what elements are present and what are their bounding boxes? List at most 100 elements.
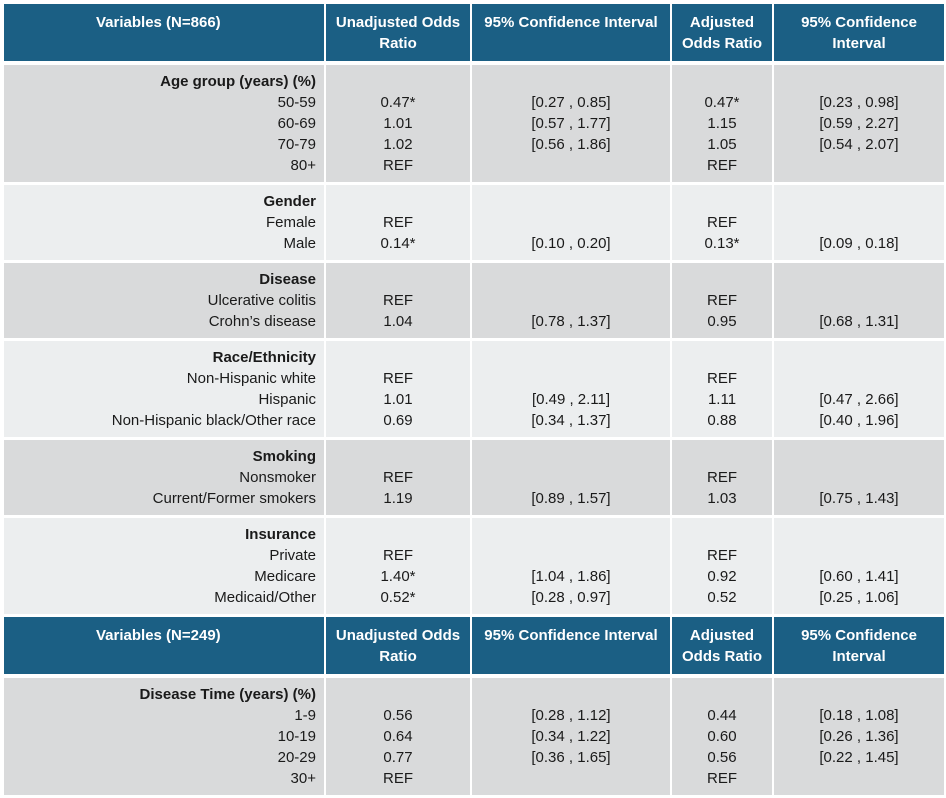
header-ci-adjusted: 95% Confidence Interval (774, 617, 944, 678)
variable-group: Age group (years) (%) 50-59 0.47* [0.27 , 0… (4, 65, 944, 185)
unadjusted-odds-ratio: REF (326, 467, 472, 488)
group-title: Gender (4, 185, 326, 212)
adjusted-odds-ratio: REF (672, 290, 774, 311)
empty-cell (672, 185, 774, 212)
ci-unadjusted (472, 768, 672, 798)
header-variables: Variables (N=249) (4, 617, 326, 678)
unadjusted-odds-ratio: 0.52* (326, 587, 472, 617)
empty-cell (326, 263, 472, 290)
empty-cell (672, 440, 774, 467)
ci-adjusted (774, 545, 944, 566)
unadjusted-odds-ratio: 1.01 (326, 389, 472, 410)
group-title-row: Insurance (4, 518, 944, 545)
table-row: 1-9 0.56 [0.28 , 1.12] 0.44 [0.18 , 1.08] (4, 705, 944, 726)
adjusted-odds-ratio: REF (672, 155, 774, 185)
unadjusted-odds-ratio: REF (326, 545, 472, 566)
header-unadjusted-or: Unadjusted Odds Ratio (326, 4, 472, 65)
ci-unadjusted (472, 155, 672, 185)
table-row: Nonsmoker REF REF (4, 467, 944, 488)
empty-cell (672, 678, 774, 705)
ci-adjusted: [0.59 , 2.27] (774, 113, 944, 134)
adjusted-odds-ratio: 0.44 (672, 705, 774, 726)
ci-unadjusted (472, 290, 672, 311)
empty-cell (472, 65, 672, 92)
adjusted-odds-ratio: 1.05 (672, 134, 774, 155)
ci-adjusted: [0.75 , 1.43] (774, 488, 944, 518)
table-row: Private REF REF (4, 545, 944, 566)
group-title: Age group (years) (%) (4, 65, 326, 92)
adjusted-odds-ratio: REF (672, 545, 774, 566)
row-label: Non-Hispanic black/Other race (4, 410, 326, 440)
variable-group: Disease Time (years) (%) 1-9 0.56 [0.28 , 1… (4, 678, 944, 798)
group-title-row: Age group (years) (%) (4, 65, 944, 92)
row-label: 70-79 (4, 134, 326, 155)
group-title-row: Smoking (4, 440, 944, 467)
ci-adjusted: [0.68 , 1.31] (774, 311, 944, 341)
unadjusted-odds-ratio: 1.04 (326, 311, 472, 341)
ci-adjusted (774, 212, 944, 233)
group-title: Disease (4, 263, 326, 290)
variable-group: Gender Female REF REF Male 0.14* [0.10 , 0.20]… (4, 185, 944, 263)
ci-unadjusted: [0.56 , 1.86] (472, 134, 672, 155)
adjusted-odds-ratio: REF (672, 467, 774, 488)
group-title: Smoking (4, 440, 326, 467)
row-label: 60-69 (4, 113, 326, 134)
row-label: Non-Hispanic white (4, 368, 326, 389)
empty-cell (774, 65, 944, 92)
header-ci-unadjusted: 95% Confidence Interval (472, 4, 672, 65)
table-row: Ulcerative colitis REF REF (4, 290, 944, 311)
empty-cell (672, 65, 774, 92)
empty-cell (472, 185, 672, 212)
ci-adjusted (774, 290, 944, 311)
ci-unadjusted (472, 368, 672, 389)
table-row: 70-79 1.02 [0.56 , 1.86] 1.05 [0.54 , 2.07] (4, 134, 944, 155)
unadjusted-odds-ratio: 0.64 (326, 726, 472, 747)
table-header: Variables (N=249) Unadjusted Odds Ratio … (4, 617, 944, 678)
table-row: 50-59 0.47* [0.27 , 0.85] 0.47* [0.23 , 0.98… (4, 92, 944, 113)
empty-cell (472, 341, 672, 368)
header-ci-adjusted: 95% Confidence Interval (774, 4, 944, 65)
table-row: Crohn’s disease 1.04 [0.78 , 1.37] 0.95 [0.6… (4, 311, 944, 341)
variable-group: Insurance Private REF REF Medicare 1.40* [1.04… (4, 518, 944, 617)
table-row: 10-19 0.64 [0.34 , 1.22] 0.60 [0.26 , 1.36] (4, 726, 944, 747)
row-label: Hispanic (4, 389, 326, 410)
ci-adjusted: [0.54 , 2.07] (774, 134, 944, 155)
adjusted-odds-ratio: 0.13* (672, 233, 774, 263)
group-title-row: Disease Time (years) (%) (4, 678, 944, 705)
ci-unadjusted: [0.28 , 1.12] (472, 705, 672, 726)
ci-adjusted: [0.60 , 1.41] (774, 566, 944, 587)
ci-unadjusted: [1.04 , 1.86] (472, 566, 672, 587)
header-variables: Variables (N=866) (4, 4, 326, 65)
group-title-row: Gender (4, 185, 944, 212)
row-label: Male (4, 233, 326, 263)
ci-unadjusted: [0.10 , 0.20] (472, 233, 672, 263)
ci-adjusted: [0.40 , 1.96] (774, 410, 944, 440)
ci-unadjusted: [0.27 , 0.85] (472, 92, 672, 113)
row-label: Ulcerative colitis (4, 290, 326, 311)
adjusted-odds-ratio: REF (672, 768, 774, 798)
table-row: Male 0.14* [0.10 , 0.20] 0.13* [0.09 , 0.18] (4, 233, 944, 263)
ci-unadjusted: [0.49 , 2.11] (472, 389, 672, 410)
unadjusted-odds-ratio: 1.19 (326, 488, 472, 518)
group-title: Disease Time (years) (%) (4, 678, 326, 705)
adjusted-odds-ratio: REF (672, 212, 774, 233)
header-unadjusted-or: Unadjusted Odds Ratio (326, 617, 472, 678)
ci-unadjusted (472, 467, 672, 488)
table-row: Medicare 1.40* [1.04 , 1.86] 0.92 [0.60 , 1.… (4, 566, 944, 587)
ci-adjusted: [0.18 , 1.08] (774, 705, 944, 726)
empty-cell (472, 440, 672, 467)
unadjusted-odds-ratio: REF (326, 368, 472, 389)
unadjusted-odds-ratio: 0.14* (326, 233, 472, 263)
ci-unadjusted: [0.28 , 0.97] (472, 587, 672, 617)
table-row: Current/Former smokers 1.19 [0.89 , 1.57] 1… (4, 488, 944, 518)
adjusted-odds-ratio: 1.15 (672, 113, 774, 134)
adjusted-odds-ratio: 1.11 (672, 389, 774, 410)
adjusted-odds-ratio: 0.52 (672, 587, 774, 617)
adjusted-odds-ratio: REF (672, 368, 774, 389)
table-row: 30+ REF REF (4, 768, 944, 798)
empty-cell (326, 185, 472, 212)
table-n249: Variables (N=249) Unadjusted Odds Ratio … (4, 617, 944, 798)
empty-cell (774, 440, 944, 467)
row-label: 50-59 (4, 92, 326, 113)
table-header: Variables (N=866) Unadjusted Odds Ratio … (4, 4, 944, 65)
